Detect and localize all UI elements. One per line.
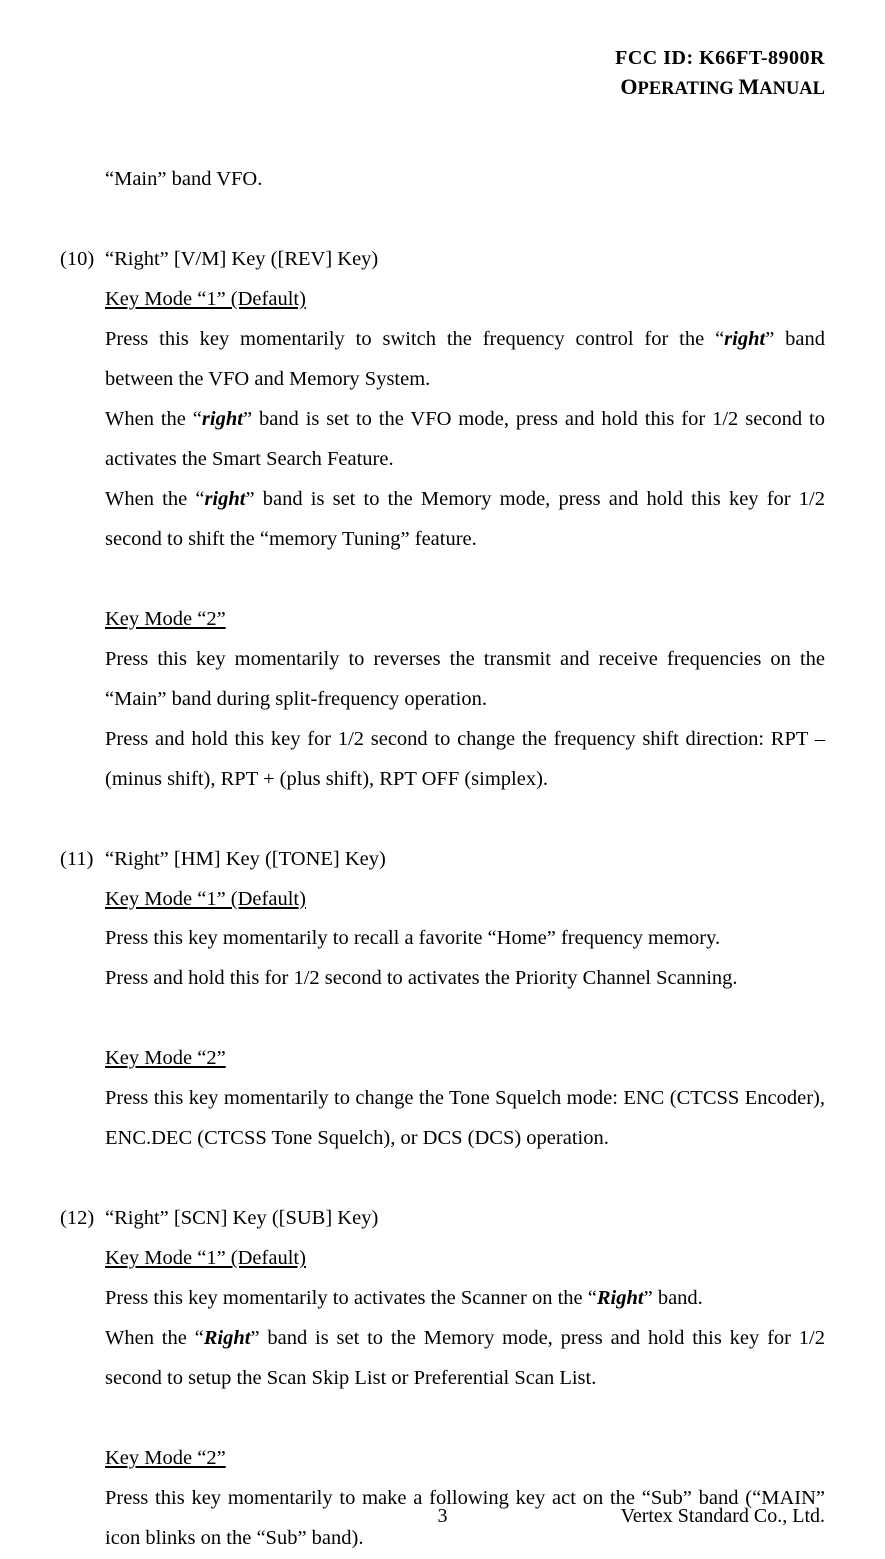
section-number: (12) <box>60 1199 105 1239</box>
page-header: FCC ID: K66FT-8900R OPERATING MANUAL <box>60 45 825 102</box>
company-name: Vertex Standard Co., Ltd. <box>621 1505 825 1528</box>
page-content: FCC ID: K66FT-8900R OPERATING MANUAL “Ma… <box>0 0 885 1559</box>
fcc-id: FCC ID: K66FT-8900R <box>60 45 825 72</box>
section-10-body: Key Mode “1” (Default) Press this key mo… <box>60 280 825 800</box>
paragraph: Press this key momentarily to activates … <box>105 1279 825 1319</box>
section-heading-11: (11)“Right” [HM] Key ([TONE] Key) <box>60 840 825 880</box>
mode1-title: Key Mode “1” (Default) <box>105 280 825 320</box>
section-title: “Right” [SCN] Key ([SUB] Key) <box>105 1207 378 1229</box>
page-number: 3 <box>438 1505 448 1528</box>
paragraph: Press this key momentarily to recall a f… <box>105 919 825 959</box>
mode2-title: Key Mode “2” <box>105 1039 825 1079</box>
paragraph: Press this key momentarily to switch the… <box>105 320 825 400</box>
paragraph: Press and hold this key for 1/2 second t… <box>105 720 825 800</box>
page-footer: 3 Vertex Standard Co., Ltd. <box>0 1505 885 1531</box>
paragraph: When the “right” band is set to the Memo… <box>105 480 825 560</box>
paragraph: When the “Right” band is set to the Memo… <box>105 1319 825 1399</box>
paragraph: Press and hold this for 1/2 second to ac… <box>105 959 825 999</box>
paragraph: When the “right” band is set to the VFO … <box>105 400 825 480</box>
section-heading-10: (10)“Right” [V/M] Key ([REV] Key) <box>60 240 825 280</box>
intro-continuation: “Main” band VFO. <box>60 160 825 200</box>
body-text: “Main” band VFO. (10)“Right” [V/M] Key (… <box>60 160 825 1559</box>
section-title: “Right” [HM] Key ([TONE] Key) <box>105 848 386 870</box>
mode1-title: Key Mode “1” (Default) <box>105 880 825 920</box>
section-11-body: Key Mode “1” (Default) Press this key mo… <box>60 880 825 1160</box>
mode2-title: Key Mode “2” <box>105 600 825 640</box>
section-title: “Right” [V/M] Key ([REV] Key) <box>105 248 378 270</box>
manual-title: OPERATING MANUAL <box>60 72 825 102</box>
paragraph: Press this key momentarily to reverses t… <box>105 640 825 720</box>
paragraph: Press this key momentarily to change the… <box>105 1079 825 1159</box>
mode1-title: Key Mode “1” (Default) <box>105 1239 825 1279</box>
section-heading-12: (12)“Right” [SCN] Key ([SUB] Key) <box>60 1199 825 1239</box>
section-number: (11) <box>60 840 105 880</box>
section-number: (10) <box>60 240 105 280</box>
mode2-title: Key Mode “2” <box>105 1439 825 1479</box>
